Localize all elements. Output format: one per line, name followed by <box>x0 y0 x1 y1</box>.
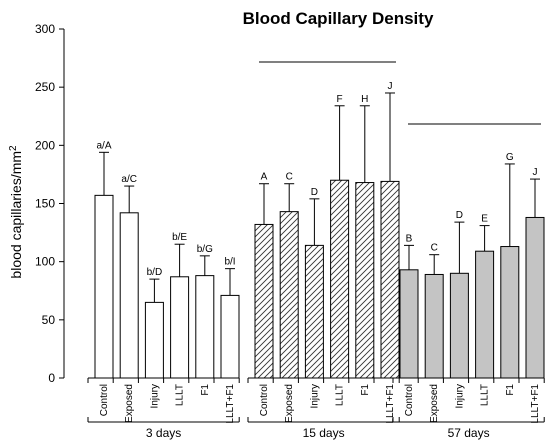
significance-label: A <box>261 172 268 183</box>
category-label: Injury <box>454 384 465 408</box>
y-axis-label: blood capillaries/mm2 <box>8 145 24 279</box>
bar <box>279 211 299 379</box>
category-label: LLLT+F1 <box>225 384 236 424</box>
significance-label: C <box>286 172 293 183</box>
y-tick-label: 50 <box>42 313 56 327</box>
significance-label: D <box>456 210 463 221</box>
bar <box>380 180 400 379</box>
bar <box>304 244 324 379</box>
category-label: Exposed <box>284 384 295 423</box>
plot-area: 0 50 100 150 200 250 300 a/A Control a/C Exposed b/… <box>35 22 545 440</box>
bar <box>119 212 139 379</box>
bar <box>220 294 240 379</box>
category-label: Control <box>99 384 110 416</box>
chart-title: Blood Capillary Density <box>243 9 434 28</box>
bar <box>424 273 444 379</box>
y-tick-label: 0 <box>48 371 55 385</box>
significance-label: B <box>406 233 413 244</box>
group-label: 15 days <box>303 426 345 440</box>
significance-label: J <box>388 81 393 92</box>
y-axis-label-superscript: 2 <box>8 145 19 151</box>
significance-label: F <box>337 94 343 105</box>
y-tick-label: 300 <box>35 22 55 36</box>
significance-label: b/E <box>172 232 187 243</box>
bar <box>144 301 164 379</box>
category-label: F1 <box>505 384 516 396</box>
significance-label: b/I <box>224 257 235 268</box>
category-label: Control <box>404 384 415 416</box>
category-label: F1 <box>200 384 211 396</box>
category-label: Exposed <box>124 384 135 423</box>
category-label: F1 <box>360 384 371 396</box>
significance-label: E <box>481 214 488 225</box>
group-label: 3 days <box>146 426 181 440</box>
significance-label: b/D <box>147 267 163 278</box>
y-tick-label: 250 <box>35 80 55 94</box>
group-label: 57 days <box>448 426 490 440</box>
category-label: Injury <box>149 384 160 408</box>
y-axis-label-main: blood capillaries/mm <box>8 151 24 279</box>
significance-label: J <box>533 167 538 178</box>
y-tick-label: 200 <box>35 138 55 152</box>
category-label: LLLT <box>175 384 186 406</box>
bar <box>254 223 274 379</box>
y-tick-label: 150 <box>35 197 55 211</box>
bar <box>500 246 520 379</box>
significance-label: C <box>431 243 438 254</box>
significance-label: a/C <box>121 174 137 185</box>
y-tick-label: 100 <box>35 255 55 269</box>
bar <box>475 250 495 379</box>
bar <box>525 216 545 379</box>
bar <box>94 194 114 379</box>
category-label: Exposed <box>429 384 440 423</box>
significance-label: G <box>506 152 514 163</box>
bar <box>195 275 215 379</box>
significance-label: a/A <box>96 140 111 151</box>
category-label: LLLT+F1 <box>385 384 396 424</box>
category-label: LLLT+F1 <box>530 384 541 424</box>
significance-label: b/G <box>197 244 213 255</box>
bar <box>330 179 350 379</box>
category-label: Injury <box>309 384 320 408</box>
bar <box>449 272 469 379</box>
significance-label: D <box>311 187 318 198</box>
bar <box>355 182 375 379</box>
significance-label: H <box>361 94 368 105</box>
category-label: LLLT <box>480 384 491 406</box>
bar <box>399 269 419 379</box>
category-label: Control <box>259 384 270 416</box>
bar <box>170 276 190 379</box>
category-label: LLLT <box>335 384 346 406</box>
